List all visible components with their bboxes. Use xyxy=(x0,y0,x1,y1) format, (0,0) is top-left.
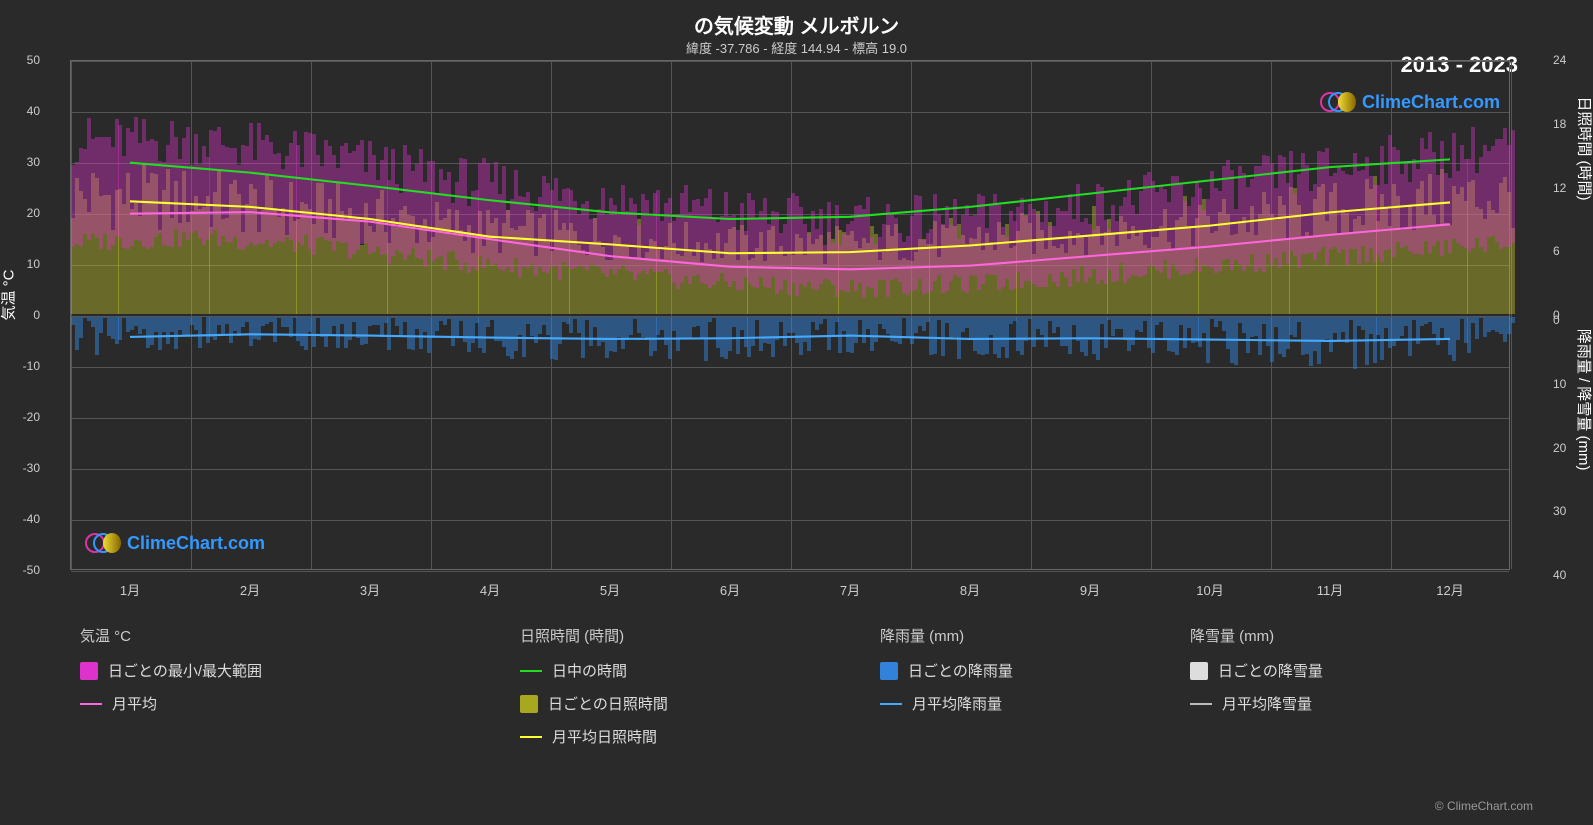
legend-label: 月平均日照時間 xyxy=(552,726,657,747)
watermark-text: ClimeChart.com xyxy=(1362,92,1500,113)
legend-label: 日ごとの日照時間 xyxy=(548,693,668,714)
chart-title: の気候変動 メルボルン xyxy=(0,10,1593,39)
legend-item: 日ごとの日照時間 xyxy=(520,693,668,714)
legend-line xyxy=(1190,703,1212,705)
legend-line xyxy=(520,670,542,672)
legend-item: 日ごとの降雨量 xyxy=(880,660,1013,681)
logo-icon xyxy=(1320,90,1356,114)
legend-line xyxy=(80,703,102,705)
chart-subtitle: 緯度 -37.786 - 経度 144.94 - 標高 19.0 xyxy=(0,38,1593,57)
footer-credit: © ClimeChart.com xyxy=(1435,799,1533,813)
legend-item: 日中の時間 xyxy=(520,660,668,681)
x-axis-labels: 1月2月3月4月5月6月7月8月9月10月11月12月 xyxy=(70,580,1510,600)
legend-label: 日中の時間 xyxy=(552,660,627,681)
watermark-top: ClimeChart.com xyxy=(1320,90,1500,114)
legend-swatch xyxy=(520,695,538,713)
legend-snow-header: 降雪量 (mm) xyxy=(1190,625,1323,646)
legend-line xyxy=(880,703,902,705)
legend-label: 月平均降雨量 xyxy=(912,693,1002,714)
legend-line xyxy=(520,736,542,738)
logo-icon xyxy=(85,531,121,555)
legend-rain-header: 降雨量 (mm) xyxy=(880,625,1013,646)
legend-item: 日ごとの降雪量 xyxy=(1190,660,1323,681)
legend-swatch xyxy=(1190,662,1208,680)
legend-item: 日ごとの最小/最大範囲 xyxy=(80,660,262,681)
legend-item: 月平均降雪量 xyxy=(1190,693,1323,714)
watermark-text: ClimeChart.com xyxy=(127,533,265,554)
legend-swatch xyxy=(80,662,98,680)
legend-item: 月平均日照時間 xyxy=(520,726,668,747)
legend-label: 日ごとの降雪量 xyxy=(1218,660,1323,681)
legend-label: 月平均降雪量 xyxy=(1222,693,1312,714)
chart-plot-area: ClimeChart.com ClimeChart.com xyxy=(70,60,1510,590)
legend-label: 月平均 xyxy=(112,693,157,714)
legend-sun-header: 日照時間 (時間) xyxy=(520,625,668,646)
legend-label: 日ごとの最小/最大範囲 xyxy=(108,660,262,681)
legend-swatch xyxy=(880,662,898,680)
legend-temp-header: 気温 °C xyxy=(80,625,262,646)
watermark-bottom: ClimeChart.com xyxy=(85,531,265,555)
legend-item: 月平均 xyxy=(80,693,262,714)
legend-item: 月平均降雨量 xyxy=(880,693,1013,714)
legend-label: 日ごとの降雨量 xyxy=(908,660,1013,681)
